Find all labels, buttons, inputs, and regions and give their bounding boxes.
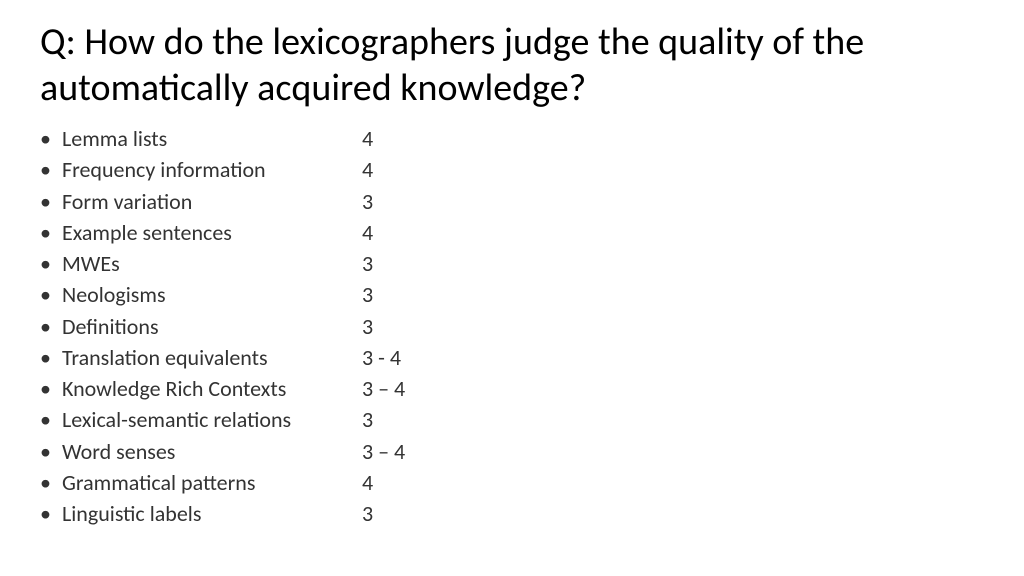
bullet-icon: • [40, 186, 62, 217]
list-item: • Grammatical patterns 4 [40, 467, 984, 498]
item-value: 3 – 4 [362, 373, 405, 404]
item-label: Example sentences [62, 217, 362, 248]
item-value: 3 [362, 311, 373, 342]
list-item: • Frequency information 4 [40, 154, 984, 185]
bullet-icon: • [40, 498, 62, 529]
list-item: • Lemma lists 4 [40, 123, 984, 154]
item-label: Translation equivalents [62, 342, 362, 373]
list-item: • Definitions 3 [40, 311, 984, 342]
bullet-icon: • [40, 404, 62, 435]
item-label: Lemma lists [62, 123, 362, 154]
item-label: Definitions [62, 311, 362, 342]
item-value: 3 [362, 498, 373, 529]
item-value: 4 [362, 123, 373, 154]
item-label: Frequency information [62, 154, 362, 185]
item-value: 4 [362, 154, 373, 185]
list-item: • MWEs 3 [40, 248, 984, 279]
list-item: • Knowledge Rich Contexts 3 – 4 [40, 373, 984, 404]
bullet-icon: • [40, 279, 62, 310]
bullet-icon: • [40, 311, 62, 342]
bullet-icon: • [40, 373, 62, 404]
list-item: • Neologisms 3 [40, 279, 984, 310]
item-value: 3 [362, 248, 373, 279]
list-item: • Example sentences 4 [40, 217, 984, 248]
item-label: Word senses [62, 436, 362, 467]
item-label: Lexical-semantic relations [62, 404, 362, 435]
item-value: 3 [362, 404, 373, 435]
list-item: • Linguistic labels 3 [40, 498, 984, 529]
item-label: Grammatical patterns [62, 467, 362, 498]
bullet-icon: • [40, 467, 62, 498]
item-value: 4 [362, 217, 373, 248]
bullet-icon: • [40, 123, 62, 154]
bullet-icon: • [40, 342, 62, 373]
bullet-icon: • [40, 217, 62, 248]
item-value: 3 [362, 186, 373, 217]
item-value: 4 [362, 467, 373, 498]
list-item: • Translation equivalents 3 - 4 [40, 342, 984, 373]
item-value: 3 - 4 [362, 342, 401, 373]
item-label: Form variation [62, 186, 362, 217]
item-label: Linguistic labels [62, 498, 362, 529]
item-value: 3 – 4 [362, 436, 405, 467]
rating-list: • Lemma lists 4 • Frequency information … [40, 123, 984, 529]
item-label: MWEs [62, 248, 362, 279]
bullet-icon: • [40, 248, 62, 279]
item-label: Knowledge Rich Contexts [62, 373, 362, 404]
bullet-icon: • [40, 154, 62, 185]
list-item: • Lexical-semantic relations 3 [40, 404, 984, 435]
list-item: • Form variation 3 [40, 186, 984, 217]
item-label: Neologisms [62, 279, 362, 310]
bullet-icon: • [40, 436, 62, 467]
item-value: 3 [362, 279, 373, 310]
slide-title: Q: How do the lexicographers judge the q… [40, 20, 984, 111]
list-item: • Word senses 3 – 4 [40, 436, 984, 467]
